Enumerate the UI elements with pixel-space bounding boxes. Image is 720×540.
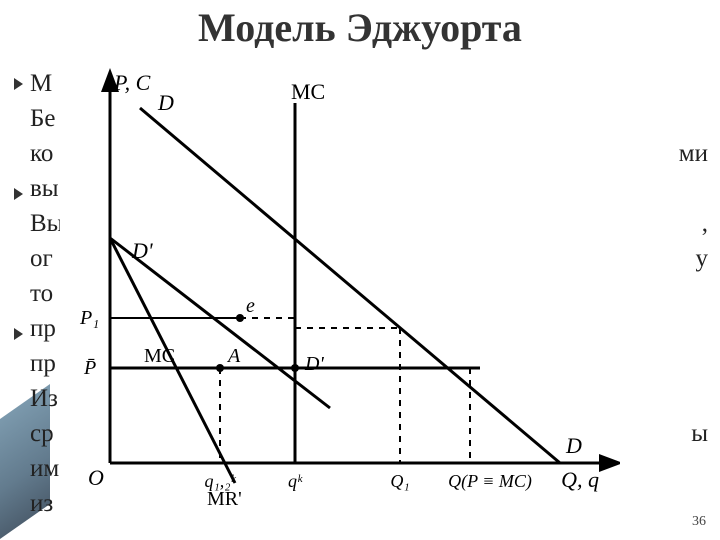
svg-text:P₁: P₁	[79, 307, 99, 329]
page-number: 36	[692, 514, 706, 530]
svg-text:D': D'	[304, 353, 324, 375]
svg-text:q₁,₂ᵏ: q₁,₂ᵏ	[204, 471, 236, 491]
svg-text:Q(P ≡ MC): Q(P ≡ MC)	[448, 471, 532, 492]
slide-title: Модель Эджуорта	[0, 4, 720, 51]
svg-text:Q₁: Q₁	[390, 471, 409, 491]
svg-text:O: O	[88, 465, 104, 490]
bg-text-fragment: пр	[30, 315, 56, 343]
edgeworth-model-chart: P, CQ, qODDMCP̄MCD'MR'P₁eAD'q₁,₂ᵏqᵏQ₁Q(P…	[60, 68, 620, 508]
svg-text:e: e	[246, 295, 255, 317]
svg-text:A: A	[226, 345, 241, 367]
svg-text:Q, q: Q, q	[561, 467, 599, 492]
bullet-icon	[14, 78, 23, 90]
bg-text-fragment: ог	[30, 245, 53, 273]
bg-text-fragment: ми	[679, 140, 708, 168]
bg-text-fragment: вы	[30, 175, 59, 203]
bg-text-fragment: Из	[30, 385, 58, 413]
bg-text-fragment: Вы	[30, 210, 63, 238]
svg-text:qᵏ: qᵏ	[288, 471, 303, 491]
bg-text-fragment: ко	[30, 140, 53, 168]
bg-text-fragment: ср	[30, 420, 54, 448]
bg-text-fragment: пр	[30, 350, 56, 378]
svg-text:P, C: P, C	[113, 70, 151, 95]
bg-text-fragment: им	[30, 455, 59, 483]
bullet-icon	[14, 188, 23, 200]
svg-text:D': D'	[131, 238, 153, 263]
bg-text-fragment: то	[30, 280, 53, 308]
bg-text-fragment: Бе	[30, 105, 55, 133]
svg-text:MR': MR'	[207, 488, 242, 508]
bg-text-fragment: ы	[691, 420, 708, 448]
svg-text:MC: MC	[291, 79, 325, 104]
bg-text-fragment: у	[696, 245, 709, 273]
bg-text-fragment: ,	[702, 210, 708, 238]
bg-text-fragment: из	[30, 490, 53, 518]
bullet-icon	[14, 328, 23, 340]
svg-text:D: D	[157, 90, 174, 115]
bg-text-fragment: М	[30, 70, 52, 98]
svg-text:P̄: P̄	[83, 357, 96, 379]
svg-text:D: D	[565, 433, 582, 458]
